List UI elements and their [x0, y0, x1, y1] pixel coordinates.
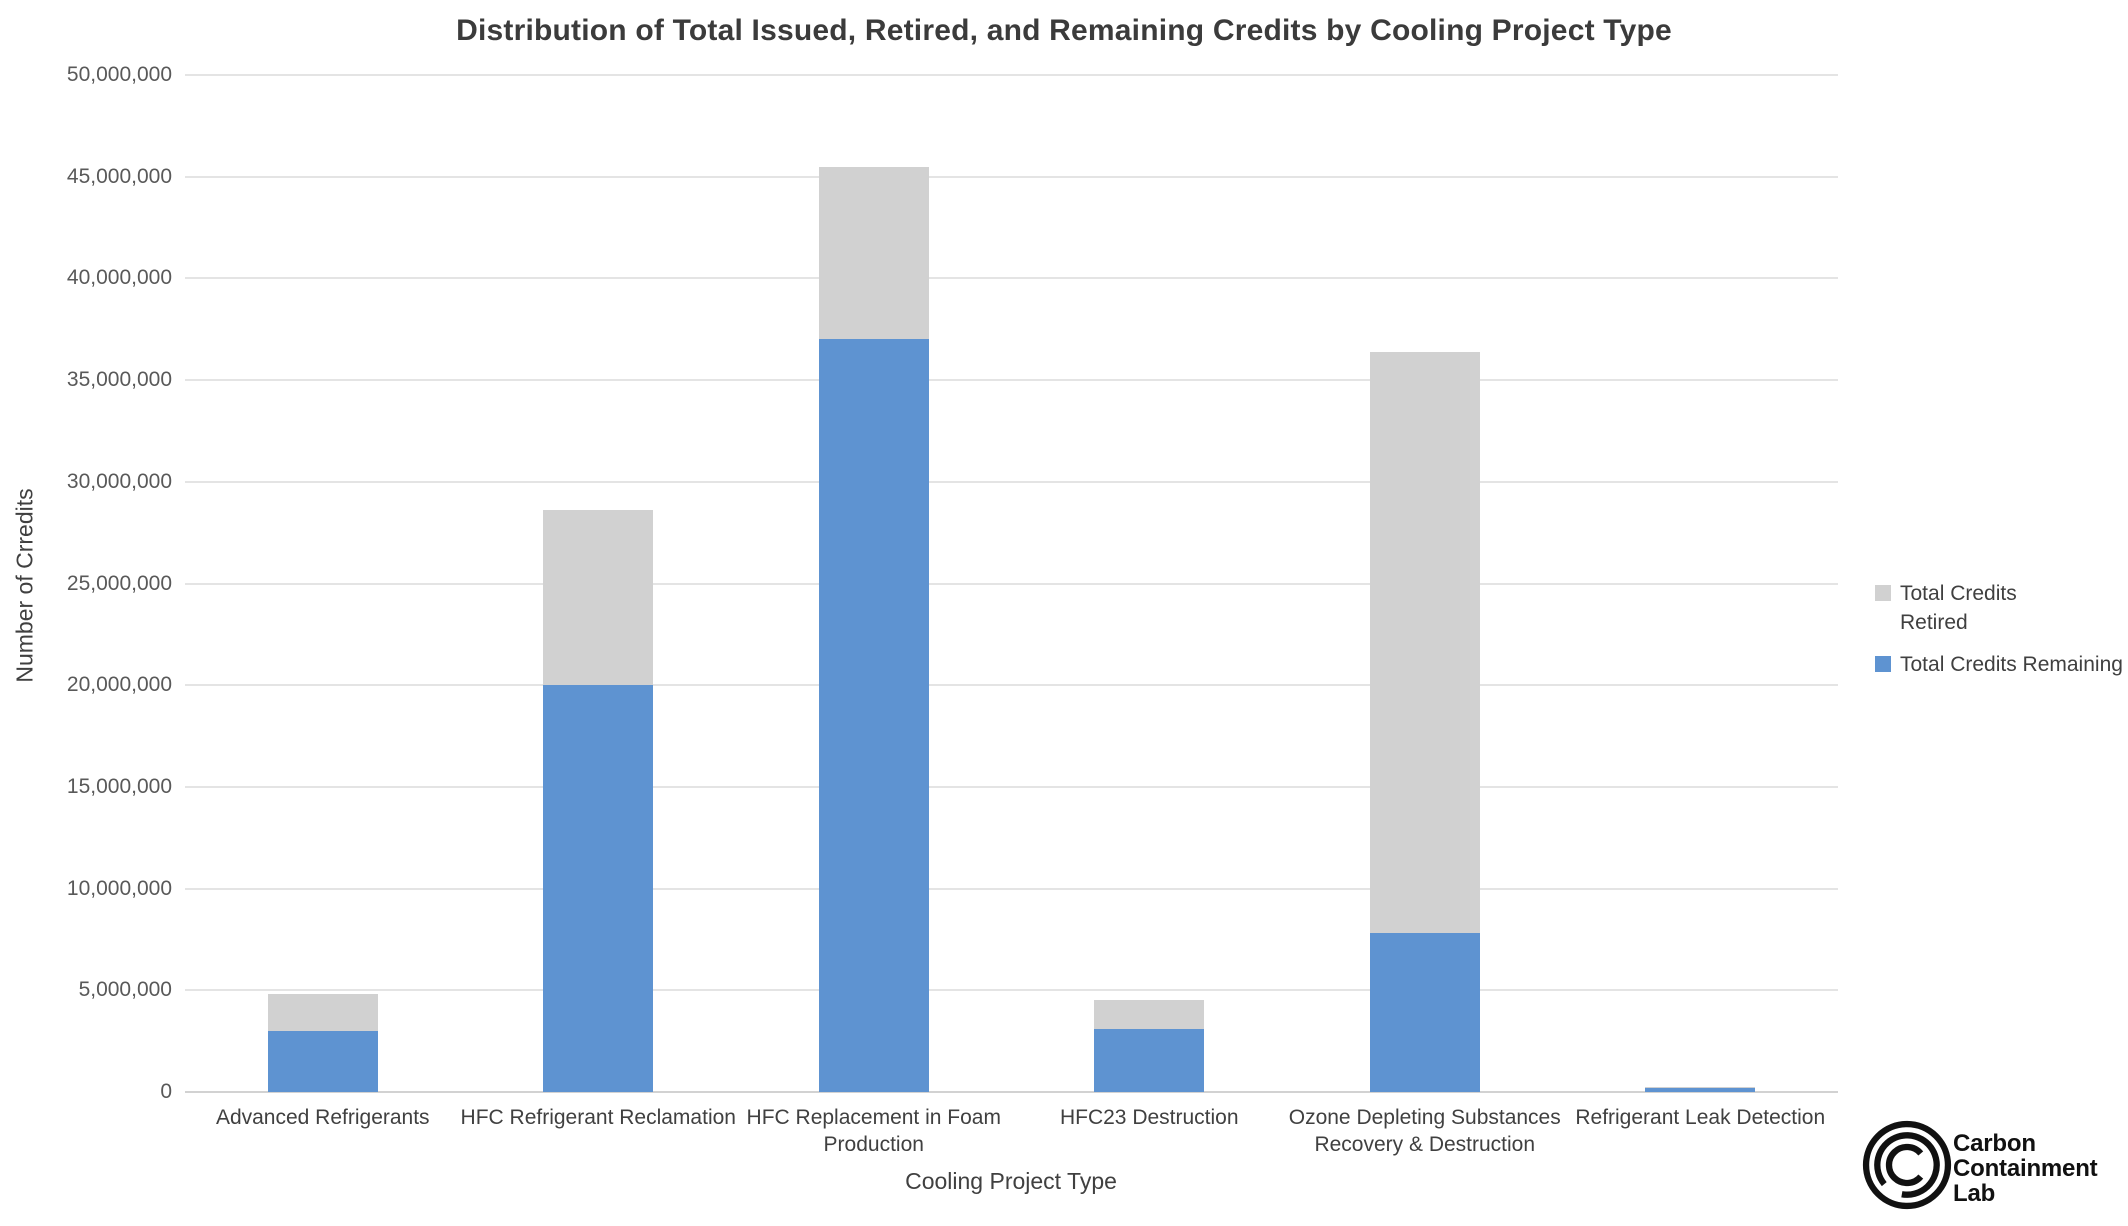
- x-tick-label-hfc23-destruction: HFC23 Destruction: [1059, 1106, 1239, 1129]
- x-tick-label-ozone-depleting-substances-recovery-destruction: Ozone Depleting Substances Recovery & De…: [1288, 1106, 1561, 1156]
- chart-title: Distribution of Total Issued, Retired, a…: [456, 14, 1672, 47]
- y-tick-label-6: 30,000,000: [66, 469, 172, 493]
- bar-hfc23-destruction-retired: [1094, 1000, 1205, 1029]
- bar-advanced-refrigerants-remaining: [267, 1030, 378, 1092]
- chart-legend: Total Credits Retired Total Credits Remain…: [1875, 579, 2128, 692]
- x-axis-title: Cooling Project Type: [905, 1168, 1117, 1194]
- bar-ozone-depleting-substances-recovery-destruction-remaining: [1369, 933, 1480, 1092]
- bar-ozone-depleting-substances-recovery-destruction-retired: [1369, 351, 1480, 934]
- gridline-y-10: [185, 74, 1838, 76]
- y-tick-label-8: 40,000,000: [66, 266, 172, 290]
- y-tick-label-2: 10,000,000: [66, 876, 172, 900]
- y-tick-label-5: 25,000,000: [66, 571, 172, 595]
- gridline-y-1: [185, 989, 1838, 992]
- logo-line-3: Lab: [1953, 1180, 1996, 1207]
- legend-label: Total Credits Remaining: [1900, 653, 2123, 676]
- bar-hfc-replacement-in-foam-production-retired: [818, 166, 929, 340]
- x-tick-label-hfc-refrigerant-reclamation: HFC Refrigerant Reclamation: [460, 1106, 736, 1129]
- y-tick-label-3: 15,000,000: [66, 774, 172, 798]
- bar-hfc-refrigerant-reclamation-retired: [543, 510, 654, 686]
- gridline-y-2: [185, 887, 1838, 890]
- bar-hfc-refrigerant-reclamation-remaining: [543, 685, 654, 1092]
- y-tick-label-1: 5,000,000: [78, 978, 172, 1002]
- gridline-y-9: [185, 175, 1838, 178]
- legend-item-total-credits-retired: Total Credits Retired: [1875, 579, 2128, 637]
- gridline-y-6: [185, 480, 1838, 483]
- x-tick-label-advanced-refrigerants: Advanced Refrigerants: [215, 1106, 430, 1129]
- y-tick-label-4: 20,000,000: [66, 673, 172, 697]
- gridline-y-4: [185, 684, 1838, 687]
- y-tick-label-7: 35,000,000: [66, 368, 172, 392]
- legend-swatch-total-credits-retired: [1875, 585, 1891, 601]
- legend-swatch-total-credits-remaining: [1875, 656, 1891, 672]
- y-tick-label-9: 45,000,000: [66, 164, 172, 188]
- logo-wordmark: Carbon Containment Lab: [1953, 1130, 2098, 1207]
- x-tick-label-refrigerant-leak-detection: Refrigerant Leak Detection: [1575, 1106, 1826, 1129]
- gridline-y-0: [185, 1091, 1838, 1093]
- logo-line-1: Carbon: [1953, 1130, 2036, 1157]
- legend-item-total-credits-remaining: Total Credits Remaining: [1875, 650, 2128, 679]
- gridline-y-8: [185, 277, 1838, 280]
- y-tick-label-10: 50,000,000: [66, 63, 172, 86]
- logo-line-2: Containment: [1953, 1155, 2098, 1182]
- x-tick-label-hfc-replacement-in-foam-production: HFC Replacement in Foam Production: [746, 1106, 1001, 1156]
- bar-advanced-refrigerants-retired: [267, 994, 378, 1031]
- bar-refrigerant-leak-detection-remaining: [1645, 1087, 1756, 1092]
- gridline-y-3: [185, 785, 1838, 788]
- bar-hfc23-destruction-remaining: [1094, 1028, 1205, 1092]
- bar-hfc-replacement-in-foam-production-remaining: [818, 339, 929, 1092]
- gridline-y-5: [185, 582, 1838, 585]
- legend-label: Total Credits Retired: [1900, 582, 2017, 634]
- carbon-containment-lab-logo-icon: [1862, 1120, 1952, 1210]
- gridline-y-7: [185, 379, 1838, 382]
- y-tick-label-0: 0: [160, 1080, 172, 1103]
- bar-refrigerant-leak-detection-retired: [1645, 1086, 1756, 1088]
